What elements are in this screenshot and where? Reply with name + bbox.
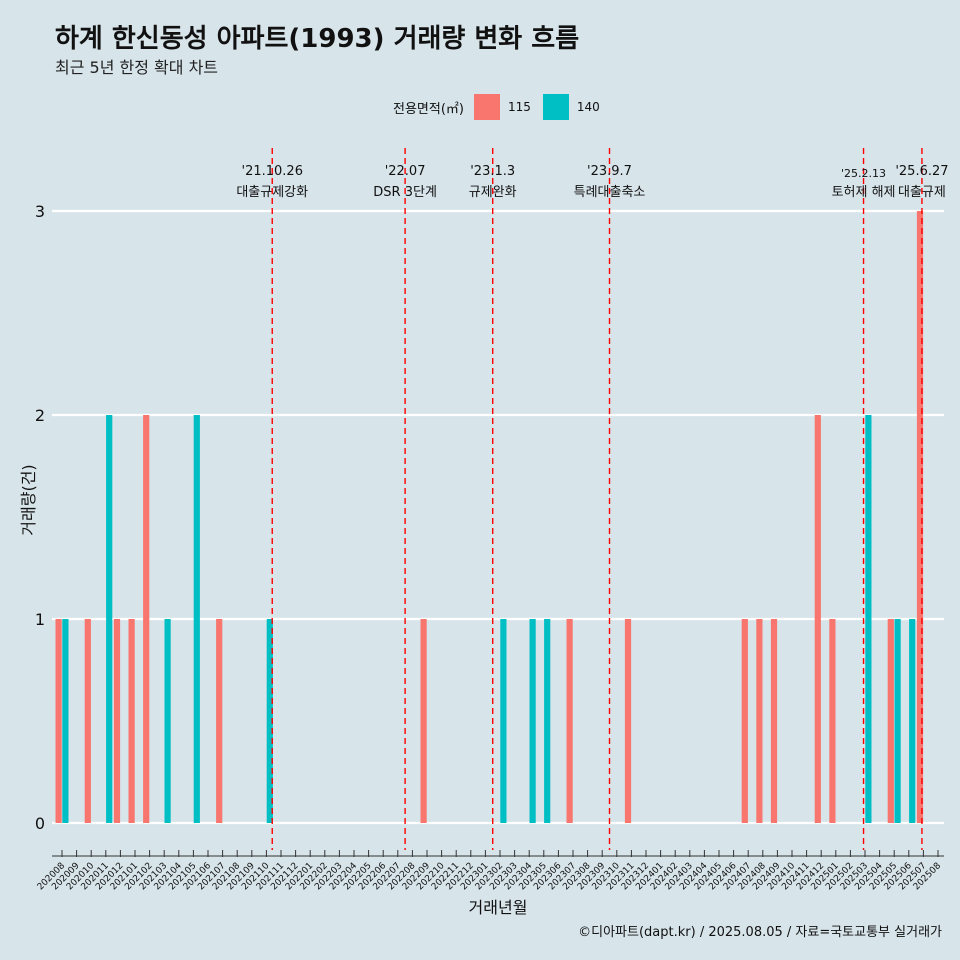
bar-115-202101 [128, 619, 135, 823]
bar-115-202209 [420, 619, 427, 823]
y-tick-label-3: 3 [35, 202, 45, 221]
annotation-date-4: '25.2.13 [841, 167, 886, 180]
bar-115-202311 [624, 619, 632, 823]
annotation-date-0: '21.10.26 [242, 164, 303, 179]
bar-140-202105 [193, 415, 200, 823]
y-tick-label-0: 0 [35, 814, 45, 833]
annotation-date-3: '23.9.7 [587, 164, 632, 179]
x-axis-title: 거래년월 [469, 898, 528, 917]
bar-140-202503 [865, 415, 872, 823]
bar-115-202412 [814, 415, 821, 823]
bar-140-202011 [106, 415, 113, 823]
bar-140-202302 [500, 619, 507, 823]
chart-subtitle: 최근 5년 한정 확대 차트 [55, 58, 219, 77]
bar-115-202409 [770, 619, 778, 823]
bar-140-202304 [529, 619, 536, 823]
legend-title: 전용면적(㎡) [393, 101, 464, 117]
annotation-label-4: 토허제 해제 [832, 185, 896, 200]
bar-140-202305 [544, 619, 551, 823]
bar-115-202507 [916, 211, 924, 823]
legend-swatch-140 [542, 94, 569, 120]
bar-115-202102 [143, 415, 150, 823]
legend: 전용면적(㎡) 115 140 [393, 94, 612, 120]
bar-115-202008 [55, 619, 62, 823]
bar-140-202110 [266, 619, 273, 823]
legend-label-140: 140 [576, 100, 600, 114]
legend-label-115: 115 [507, 100, 531, 114]
bar-140-202103 [164, 619, 171, 823]
bar-115-202307 [566, 619, 573, 823]
bar-115-202407 [741, 619, 748, 823]
y-axis-title: 거래량(건) [19, 464, 38, 535]
bar-140-202505 [894, 619, 901, 823]
y-tick-label-1: 1 [35, 610, 45, 629]
chart-title: 하계 한신동성 아파트(1993) 거래량 변화 흐름 [55, 24, 580, 54]
bar-115-202010 [84, 619, 91, 823]
annotation-label-5: 대출규제 [898, 185, 946, 200]
bar-115-202408 [756, 619, 763, 823]
bar-140-202008 [62, 619, 69, 823]
bar-140-202506 [909, 619, 916, 823]
bar-115-202107 [216, 619, 223, 823]
annotation-date-5: '25.6.27 [895, 164, 948, 179]
caption: ©디아파트(dapt.kr) / 2025.08.05 / 자료=국토교통부 실… [578, 925, 942, 940]
annotation-date-2: '23.1.3 [470, 164, 515, 179]
legend-swatch-115 [473, 94, 500, 120]
bar-115-202012 [113, 619, 121, 823]
y-tick-label-2: 2 [35, 406, 45, 425]
annotation-label-0: 대출규제강화 [236, 185, 308, 200]
annotation-date-1: '22.07 [385, 164, 426, 179]
annotation-label-1: DSR 3단계 [373, 185, 437, 200]
bar-115-202501 [829, 619, 836, 823]
bar-115-202505 [887, 619, 894, 823]
annotation-label-3: 특례대출축소 [574, 185, 646, 200]
annotation-label-2: 규제완화 [469, 185, 517, 200]
